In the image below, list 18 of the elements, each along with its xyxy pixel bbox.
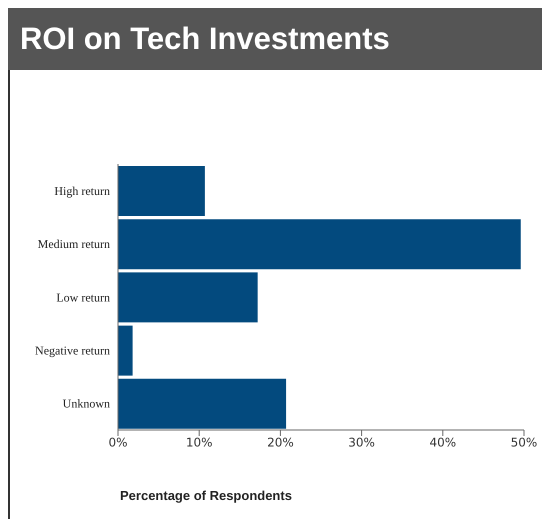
y-tick-label: Unknown [62, 396, 110, 411]
bar [118, 326, 133, 376]
x-axis-title: Percentage of Respondents [120, 488, 292, 503]
bar [118, 219, 521, 270]
bar [118, 272, 258, 322]
y-tick-label: Negative return [35, 343, 110, 358]
y-tick-label: High return [54, 184, 110, 198]
bar [118, 378, 286, 429]
chart-title: ROI on Tech Investments [8, 8, 542, 70]
y-tick-label: Low return [56, 290, 110, 304]
x-tick-label: 30% [348, 436, 375, 450]
x-tick-label: 20% [267, 436, 294, 450]
x-tick-label: 50% [510, 436, 538, 450]
x-tick-label: 40% [429, 436, 456, 450]
y-tick-label: Medium return [38, 237, 110, 252]
x-tick-label: 0% [108, 436, 128, 450]
bar [118, 166, 205, 216]
x-tick-label: 10% [186, 436, 213, 450]
